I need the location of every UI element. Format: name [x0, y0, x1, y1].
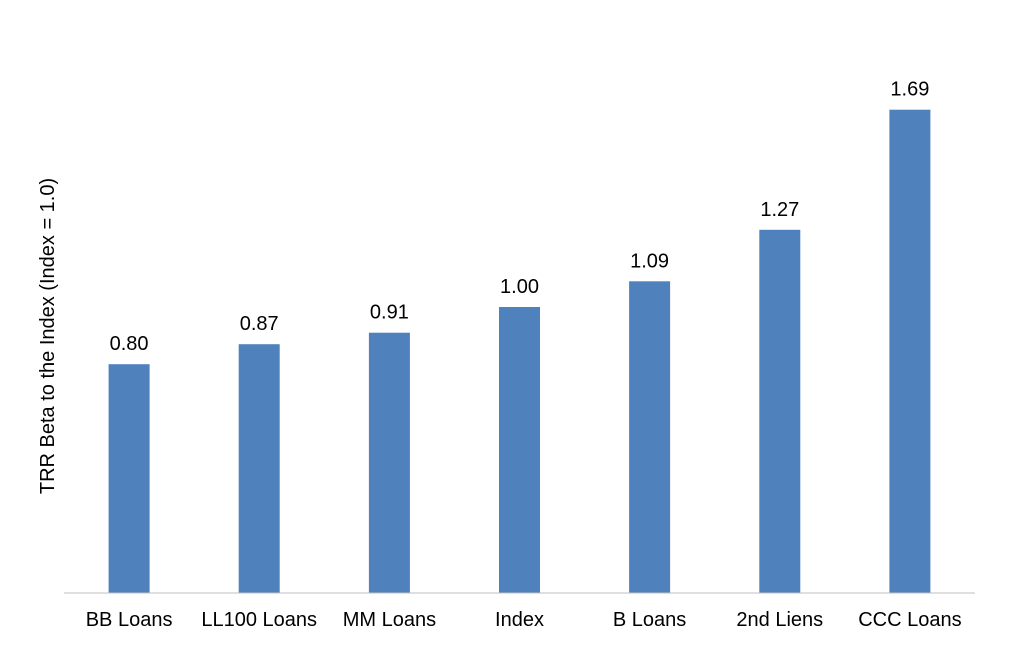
y-axis-title: TRR Beta to the Index (Index = 1.0)	[37, 178, 59, 494]
bars	[108, 109, 931, 594]
x-tick-label: CCC Loans	[858, 609, 961, 631]
x-tick-labels: BB Loans LL100 Loans MM Loans Index B Loans 2…	[86, 609, 962, 631]
data-label: 0.80	[110, 333, 149, 355]
x-tick-label: B Loans	[613, 609, 686, 631]
x-tick-label: BB Loans	[86, 609, 173, 631]
bar-mm-loans	[368, 332, 410, 593]
x-tick-label: MM Loans	[343, 609, 436, 631]
x-tick-label: 2nd Liens	[736, 609, 823, 631]
data-label: 1.09	[630, 250, 669, 272]
bar-ccc-loans	[889, 109, 931, 593]
bar-index	[499, 307, 540, 593]
data-label: 1.27	[760, 199, 799, 221]
data-labels: 0.80 0.87 0.91 1.00 1.09 1.27 1.69	[110, 79, 930, 356]
data-label: 0.91	[370, 302, 409, 324]
bar-bb-loans	[108, 364, 150, 593]
bar-b-loans	[629, 281, 671, 593]
data-label: 1.69	[890, 79, 929, 101]
bar-2nd-liens	[759, 229, 801, 594]
x-tick-label: LL100 Loans	[201, 609, 317, 631]
bar-ll100-loans	[238, 344, 280, 593]
data-label: 0.87	[240, 313, 279, 335]
data-label: 1.00	[500, 276, 539, 298]
x-tick-label: Index	[495, 609, 544, 631]
